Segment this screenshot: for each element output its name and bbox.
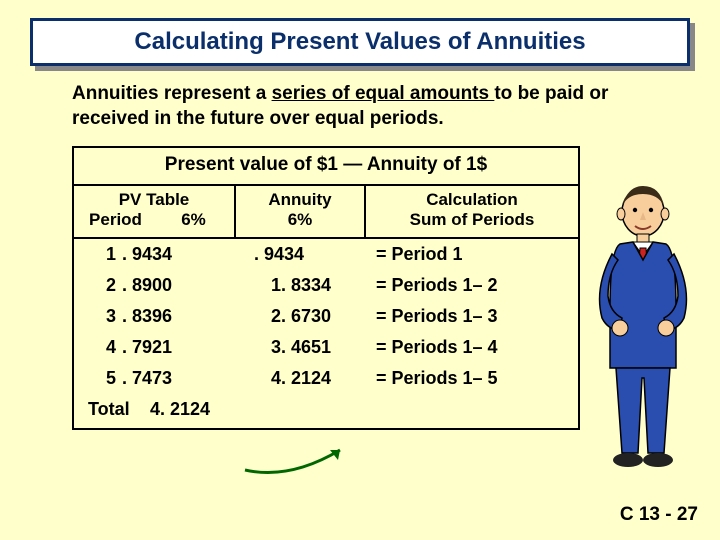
intro-underline: series of equal amounts: [272, 83, 495, 104]
title-bar: Calculating Present Values of Annuities: [30, 18, 690, 66]
cell-annuity: 3. 4651: [236, 337, 366, 358]
annuity-table: Present value of $1 — Annuity of 1$ PV T…: [72, 146, 580, 430]
businessman-illustration: [588, 178, 698, 478]
header-calc: Calculation Sum of Periods: [366, 186, 578, 237]
cell-pv: . 8900: [122, 275, 236, 296]
header-pv-top: PV Table: [76, 190, 232, 210]
arrow-icon: [240, 442, 360, 482]
cell-pv: . 9434: [122, 244, 236, 265]
cell-annuity: . 9434: [236, 244, 366, 265]
header-pv-left: Period: [76, 210, 155, 230]
cell-annuity: 1. 8334: [236, 275, 366, 296]
table-row: 1. 9434. 9434= Period 1: [74, 239, 578, 270]
total-row: Total 4. 2124: [74, 394, 578, 428]
cell-calc: = Periods 1– 5: [366, 368, 578, 389]
total-value: 4. 2124: [150, 399, 240, 420]
table-row: 2. 89001. 8334= Periods 1– 2: [74, 270, 578, 301]
slide-footer: C 13 - 27: [620, 504, 698, 526]
header-pv: PV Table Period 6%: [74, 186, 236, 237]
table-row: 4. 79213. 4651= Periods 1– 4: [74, 332, 578, 363]
table-caption: Present value of $1 — Annuity of 1$: [74, 148, 578, 186]
cell-pv: . 7473: [122, 368, 236, 389]
cell-calc: = Periods 1– 4: [366, 337, 578, 358]
intro-pre: Annuities represent a: [72, 83, 272, 104]
header-pv-right: 6%: [155, 210, 232, 230]
cell-period: 3: [74, 306, 122, 327]
cell-calc: = Period 1: [366, 244, 578, 265]
cell-pv: . 8396: [122, 306, 236, 327]
cell-period: 5: [74, 368, 122, 389]
cell-annuity: 4. 2124: [236, 368, 366, 389]
table-header-row: PV Table Period 6% Annuity 6% Calculatio…: [74, 186, 578, 239]
intro-text: Annuities represent a series of equal am…: [72, 82, 660, 131]
page-title: Calculating Present Values of Annuities: [134, 28, 585, 56]
table-row: 5. 74734. 2124= Periods 1– 5: [74, 363, 578, 394]
cell-period: 2: [74, 275, 122, 296]
cell-pv: . 7921: [122, 337, 236, 358]
header-annuity: Annuity 6%: [236, 186, 366, 237]
cell-period: 1: [74, 244, 122, 265]
cell-calc: = Periods 1– 3: [366, 306, 578, 327]
cell-period: 4: [74, 337, 122, 358]
total-label: Total: [74, 399, 150, 420]
cell-annuity: 2. 6730: [236, 306, 366, 327]
table-row: 3. 83962. 6730= Periods 1– 3: [74, 301, 578, 332]
cell-calc: = Periods 1– 2: [366, 275, 578, 296]
table-body: 1. 9434. 9434= Period 12. 89001. 8334= P…: [74, 239, 578, 394]
